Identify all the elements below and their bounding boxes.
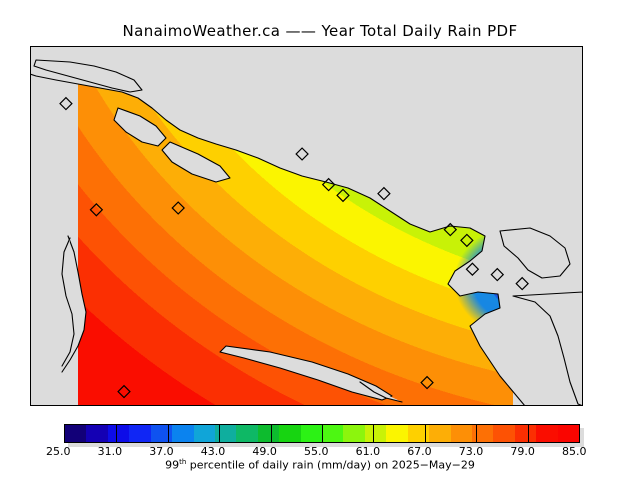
colorbar-swatch-14 bbox=[364, 425, 387, 442]
colorbar-tick-label-9: 79.0 bbox=[510, 445, 535, 458]
south-island-tail bbox=[359, 381, 403, 403]
colorbar-swatch-7 bbox=[214, 425, 237, 442]
mainland-landmass bbox=[30, 46, 583, 406]
colorbar-swatch-18 bbox=[450, 425, 473, 442]
colorbar bbox=[64, 424, 580, 443]
colorbar-tick-7 bbox=[424, 425, 426, 442]
colorbar-tick-3 bbox=[219, 425, 221, 442]
colorbar-swatch-2 bbox=[107, 425, 130, 442]
colorbar-tick-label-5: 55.0 bbox=[304, 445, 329, 458]
colorbar-swatch-19 bbox=[472, 425, 494, 442]
colorbar-swatch-3 bbox=[129, 425, 151, 442]
outer-coast-line-inner bbox=[61, 237, 75, 367]
colorbar-swatch-20 bbox=[493, 425, 515, 442]
caption-rest: percentile of daily rain (mm/day) on 202… bbox=[186, 458, 475, 472]
colorbar-tick-label-3: 43.0 bbox=[200, 445, 226, 458]
station-marker-5 bbox=[321, 177, 336, 192]
colorbar-swatch-1 bbox=[86, 425, 108, 442]
station-marker-9 bbox=[460, 233, 474, 248]
station-marker-0 bbox=[59, 96, 73, 111]
island-small-west bbox=[113, 107, 167, 147]
colorbar-tick-label-8: 73.0 bbox=[458, 445, 484, 458]
station-marker-12 bbox=[515, 276, 529, 291]
colorbar-swatch-4 bbox=[150, 425, 173, 442]
colorbar-tick-label-2: 37.0 bbox=[149, 445, 174, 458]
colorbar-tick-9 bbox=[527, 425, 529, 442]
station-marker-8 bbox=[443, 222, 458, 237]
south-strait-island bbox=[219, 345, 393, 401]
station-marker-6 bbox=[336, 188, 350, 203]
colorbar-tick-labels: 25.0 31.0 37.0 43.0 49.0 55.0 61.0 67.0 73.0 79.0… bbox=[0, 445, 640, 459]
colorbar-caption: 99th percentile of daily rain (mm/day) o… bbox=[0, 458, 640, 472]
station-markers bbox=[59, 96, 529, 399]
colorbar-swatch-6 bbox=[193, 425, 215, 442]
colorbar-tick-5 bbox=[322, 425, 323, 442]
colorbar-swatch-16 bbox=[407, 425, 430, 442]
page-title: NanaimoWeather.ca —— Year Total Daily Ra… bbox=[122, 22, 518, 40]
colorbar-swatch-5 bbox=[172, 425, 194, 442]
island-small-mid bbox=[161, 141, 231, 183]
station-marker-2 bbox=[117, 384, 131, 399]
station-marker-10 bbox=[465, 262, 480, 276]
colorbar-tick-label-10: 85.0 bbox=[562, 445, 587, 458]
colorbar-swatch-9 bbox=[257, 425, 280, 442]
station-marker-1 bbox=[89, 203, 104, 217]
colorbar-swatch-15 bbox=[386, 425, 408, 442]
southeast-mainland bbox=[512, 291, 583, 406]
map-plot-area bbox=[30, 46, 583, 406]
colorbar-swatch-23 bbox=[557, 425, 580, 442]
station-marker-13 bbox=[420, 375, 434, 390]
colorbar-tick-6 bbox=[373, 425, 375, 442]
east-peninsula bbox=[499, 227, 571, 279]
station-marker-7 bbox=[377, 186, 391, 201]
colorbar-swatch-10 bbox=[279, 425, 301, 442]
colorbar-swatch-17 bbox=[429, 425, 451, 442]
colorbar-swatch-13 bbox=[343, 425, 365, 442]
colorbar-swatch-8 bbox=[236, 425, 258, 442]
caption-percentile-number: 99 bbox=[165, 458, 180, 472]
colorbar-swatch-22 bbox=[536, 425, 558, 442]
colorbar-tick-label-7: 67.0 bbox=[407, 445, 432, 458]
station-marker-3 bbox=[171, 201, 185, 215]
colorbar-tick-1 bbox=[116, 425, 118, 442]
colorbar-tick-label-1: 31.0 bbox=[97, 445, 123, 458]
colorbar-tick-8 bbox=[476, 425, 478, 442]
colorbar-tick-label-6: 61.0 bbox=[355, 445, 381, 458]
colorbar-tick-label-0: 25.0 bbox=[46, 445, 71, 458]
colorbar-tick-2 bbox=[167, 425, 169, 442]
colorbar-swatch-21 bbox=[514, 425, 537, 442]
colorbar-tick-label-4: 49.0 bbox=[252, 445, 277, 458]
northwest-channel bbox=[33, 59, 143, 93]
colorbar-tick-4 bbox=[270, 425, 272, 442]
colorbar-swatch-12 bbox=[322, 425, 344, 442]
coastline-overlay bbox=[30, 46, 583, 406]
caption-ordinal-suffix: th bbox=[179, 458, 187, 466]
station-marker-11 bbox=[490, 267, 505, 282]
colorbar-swatch-0 bbox=[65, 425, 87, 442]
colorbar-swatch-11 bbox=[300, 425, 323, 442]
station-marker-4 bbox=[295, 147, 309, 161]
